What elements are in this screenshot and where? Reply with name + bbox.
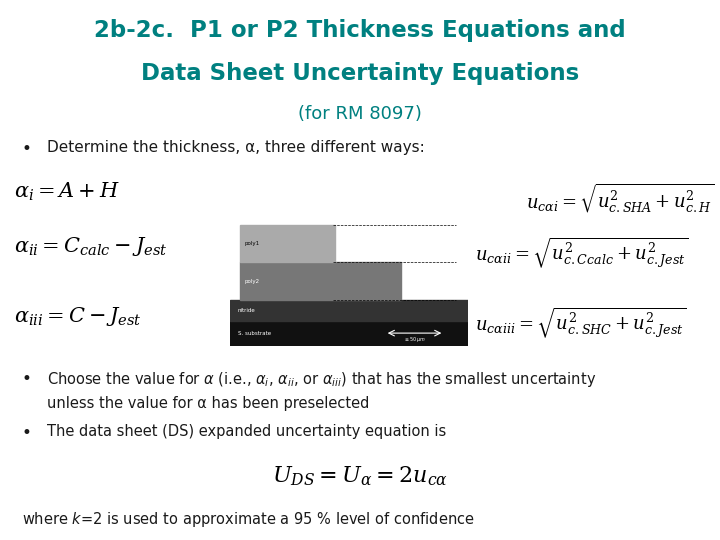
- Text: poly2: poly2: [245, 279, 260, 284]
- Text: poly1: poly1: [245, 241, 260, 246]
- Text: $u_{c\alpha ii} = \sqrt{u^2_{c.Ccalc} + u^2_{c.Jest}}$: $u_{c\alpha ii} = \sqrt{u^2_{c.Ccalc} + …: [475, 235, 689, 270]
- Text: Data Sheet Uncertainty Equations: Data Sheet Uncertainty Equations: [141, 62, 579, 85]
- Text: $u_{c\alpha iii} = \sqrt{u^2_{c.SHC} + u^2_{c.Jest}}$: $u_{c\alpha iii} = \sqrt{u^2_{c.SHC} + u…: [475, 305, 687, 340]
- Text: S. substrate: S. substrate: [238, 330, 271, 335]
- Text: 2b-2c.  P1 or P2 Thickness Equations and: 2b-2c. P1 or P2 Thickness Equations and: [94, 19, 626, 42]
- Bar: [240, 225, 335, 262]
- Bar: [240, 262, 402, 300]
- Text: The data sheet (DS) expanded uncertainty equation is: The data sheet (DS) expanded uncertainty…: [47, 424, 446, 439]
- Text: Determine the thickness, α, three different ways:: Determine the thickness, α, three differ…: [47, 140, 425, 156]
- Text: $\alpha_{ii} = C_{calc} - J_{est}$: $\alpha_{ii} = C_{calc} - J_{est}$: [14, 235, 168, 258]
- Text: where $k$=2 is used to approximate a 95 % level of confidence: where $k$=2 is used to approximate a 95 …: [22, 510, 474, 529]
- Text: •: •: [22, 370, 32, 388]
- Text: •: •: [22, 140, 32, 158]
- Text: (for RM 8097): (for RM 8097): [298, 105, 422, 123]
- Text: $\alpha_{iii} = C - J_{est}$: $\alpha_{iii} = C - J_{est}$: [14, 305, 143, 328]
- Text: $\alpha_i = A + H$: $\alpha_i = A + H$: [14, 181, 120, 203]
- Text: nitride: nitride: [238, 308, 256, 313]
- Text: Choose the value for $\alpha$ (i.e., $\alpha_i$, $\alpha_{ii}$, or $\alpha_{iii}: Choose the value for $\alpha$ (i.e., $\a…: [47, 370, 596, 411]
- Bar: [230, 321, 468, 346]
- Text: $\geq\!50\,\mu m$: $\geq\!50\,\mu m$: [404, 335, 426, 345]
- Text: $u_{c\alpha i} = \sqrt{u^2_{c.SHA} + u^2_{c.H}}$: $u_{c\alpha i} = \sqrt{u^2_{c.SHA} + u^2…: [526, 181, 714, 215]
- Text: •: •: [22, 424, 32, 442]
- Text: $U_{DS} = U_{\alpha} = 2u_{c\alpha}$: $U_{DS} = U_{\alpha} = 2u_{c\alpha}$: [272, 464, 448, 488]
- Bar: [230, 300, 468, 321]
